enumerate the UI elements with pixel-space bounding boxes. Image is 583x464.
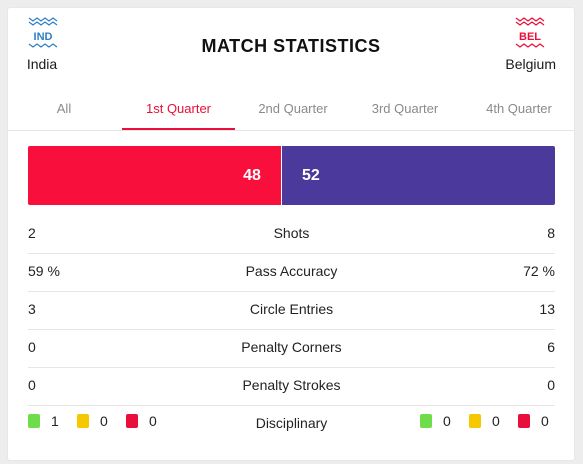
stat-label: Disciplinary bbox=[255, 415, 328, 431]
stat-label: Pass Accuracy bbox=[245, 263, 338, 279]
stat-away-value: 72 % bbox=[523, 263, 555, 279]
home-red-count: 0 bbox=[149, 413, 157, 429]
stat-away-value: 8 bbox=[547, 225, 555, 241]
home-cards: 1 0 0 bbox=[28, 413, 175, 429]
stat-row-penalty-strokes: 0 Penalty Strokes 0 bbox=[28, 367, 555, 406]
stat-home-value: 0 bbox=[28, 339, 36, 355]
stat-home-value: 3 bbox=[28, 301, 36, 317]
away-cards: 0 0 0 bbox=[420, 413, 555, 429]
yellow-card-icon bbox=[77, 414, 89, 428]
stat-row-penalty-corners: 0 Penalty Corners 6 bbox=[28, 329, 555, 368]
tab-2nd-quarter[interactable]: 2nd Quarter bbox=[258, 101, 328, 116]
home-green-count: 1 bbox=[51, 413, 59, 429]
match-statistics-card: IND India MATCH STATISTICS BEL Belgium A… bbox=[8, 8, 574, 460]
stat-row-shots: 2 Shots 8 bbox=[28, 215, 555, 254]
possession-bar: 48 52 bbox=[28, 146, 555, 205]
stat-home-value: 0 bbox=[28, 377, 36, 393]
stat-home-value: 59 % bbox=[28, 263, 60, 279]
green-card-icon bbox=[28, 414, 40, 428]
tab-1st-quarter[interactable]: 1st Quarter bbox=[122, 94, 235, 130]
quarter-tabs: All 1st Quarter 2nd Quarter 3rd Quarter … bbox=[8, 94, 574, 131]
stat-row-pass-accuracy: 59 % Pass Accuracy 72 % bbox=[28, 253, 555, 292]
possession-home: 48 bbox=[28, 146, 281, 205]
home-yellow-count: 0 bbox=[100, 413, 108, 429]
tab-4th-quarter[interactable]: 4th Quarter bbox=[486, 101, 552, 116]
away-team-name: Belgium bbox=[505, 56, 556, 72]
page-title: MATCH STATISTICS bbox=[201, 36, 381, 56]
stat-label: Penalty Corners bbox=[241, 339, 342, 355]
stat-label: Penalty Strokes bbox=[242, 377, 341, 393]
stat-away-value: 6 bbox=[547, 339, 555, 355]
stat-away-value: 0 bbox=[547, 377, 555, 393]
tab-all[interactable]: All bbox=[56, 101, 72, 116]
possession-away: 52 bbox=[280, 146, 555, 205]
tab-3rd-quarter[interactable]: 3rd Quarter bbox=[371, 101, 439, 116]
red-card-icon bbox=[518, 414, 530, 428]
stat-label: Circle Entries bbox=[249, 301, 334, 317]
stat-away-value: 13 bbox=[539, 301, 555, 317]
stat-row-disciplinary: 1 0 0 Disciplinary 0 0 0 bbox=[28, 405, 555, 443]
green-card-icon bbox=[420, 414, 432, 428]
stat-home-value: 2 bbox=[28, 225, 36, 241]
home-team: IND India bbox=[25, 16, 59, 72]
away-team: BEL Belgium bbox=[505, 16, 556, 72]
away-red-count: 0 bbox=[541, 413, 549, 429]
away-green-count: 0 bbox=[443, 413, 451, 429]
home-code: IND bbox=[34, 31, 53, 43]
yellow-card-icon bbox=[469, 414, 481, 428]
stat-label: Shots bbox=[273, 225, 310, 241]
away-yellow-count: 0 bbox=[492, 413, 500, 429]
india-flag-icon: IND bbox=[28, 17, 58, 48]
belgium-flag-icon: BEL bbox=[515, 17, 545, 48]
home-team-name: India bbox=[26, 56, 58, 72]
stat-row-circle-entries: 3 Circle Entries 13 bbox=[28, 291, 555, 330]
red-card-icon bbox=[126, 414, 138, 428]
away-code: BEL bbox=[519, 31, 541, 43]
